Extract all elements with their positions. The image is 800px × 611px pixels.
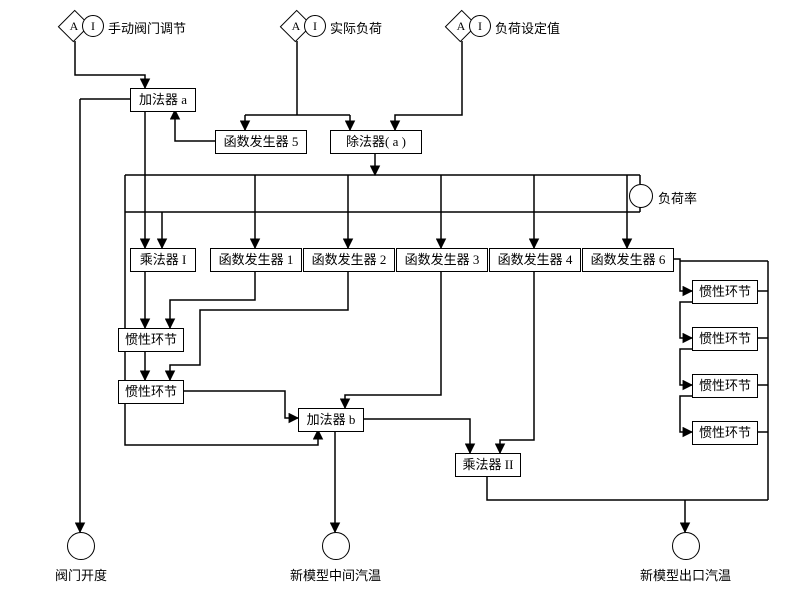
inert-r-4-label: 惯性环节 <box>699 426 751 440</box>
ai1-circle: I <box>82 15 104 37</box>
flow-svg <box>0 0 800 611</box>
fn5-label: 函数发生器 5 <box>224 135 299 149</box>
fn3-label: 函数发生器 3 <box>405 253 480 267</box>
ai3-circle: I <box>469 15 491 37</box>
inert-left-1-label: 惯性环节 <box>125 333 177 347</box>
load-rate-circle <box>629 184 653 208</box>
inert-r-2: 惯性环节 <box>692 327 758 351</box>
fn4: 函数发生器 4 <box>489 248 581 272</box>
adder-a: 加法器 a <box>130 88 196 112</box>
inert-left-1: 惯性环节 <box>118 328 184 352</box>
inert-r-4: 惯性环节 <box>692 421 758 445</box>
fn2: 函数发生器 2 <box>303 248 395 272</box>
inert-r-1: 惯性环节 <box>692 280 758 304</box>
adder-a-label: 加法器 a <box>139 93 187 107</box>
ai2-label: 实际负荷 <box>330 18 382 37</box>
mul1: 乘法器 I <box>130 248 196 272</box>
fn5: 函数发生器 5 <box>215 130 307 154</box>
out-exit-temp-circle <box>672 532 700 560</box>
out-mid-temp-label: 新模型中间汽温 <box>290 565 381 584</box>
out-exit-temp-label: 新模型出口汽温 <box>640 565 731 584</box>
fn1-label: 函数发生器 1 <box>219 253 294 267</box>
fn4-label: 函数发生器 4 <box>498 253 573 267</box>
inert-r-1-label: 惯性环节 <box>699 285 751 299</box>
fn6-label: 函数发生器 6 <box>591 253 666 267</box>
inert-left-2-label: 惯性环节 <box>125 385 177 399</box>
div-a-label: 除法器( a ) <box>346 135 406 149</box>
inert-r-3: 惯性环节 <box>692 374 758 398</box>
load-rate-label: 负荷率 <box>658 188 697 207</box>
inert-left-2: 惯性环节 <box>118 380 184 404</box>
adder-b-label: 加法器 b <box>307 413 356 427</box>
out-valve-circle <box>67 532 95 560</box>
ai2-circle: I <box>304 15 326 37</box>
fn2-label: 函数发生器 2 <box>312 253 387 267</box>
div-a: 除法器( a ) <box>330 130 422 154</box>
mul2: 乘法器 II <box>455 453 521 477</box>
adder-b: 加法器 b <box>298 408 364 432</box>
mul1-label: 乘法器 I <box>140 253 187 267</box>
fn6: 函数发生器 6 <box>582 248 674 272</box>
inert-r-3-label: 惯性环节 <box>699 379 751 393</box>
out-valve-label: 阀门开度 <box>55 565 107 584</box>
ai3-label: 负荷设定值 <box>495 18 560 37</box>
ai1-label: 手动阀门调节 <box>108 18 186 37</box>
mul2-label: 乘法器 II <box>463 458 514 472</box>
inert-r-2-label: 惯性环节 <box>699 332 751 346</box>
fn3: 函数发生器 3 <box>396 248 488 272</box>
out-mid-temp-circle <box>322 532 350 560</box>
fn1: 函数发生器 1 <box>210 248 302 272</box>
